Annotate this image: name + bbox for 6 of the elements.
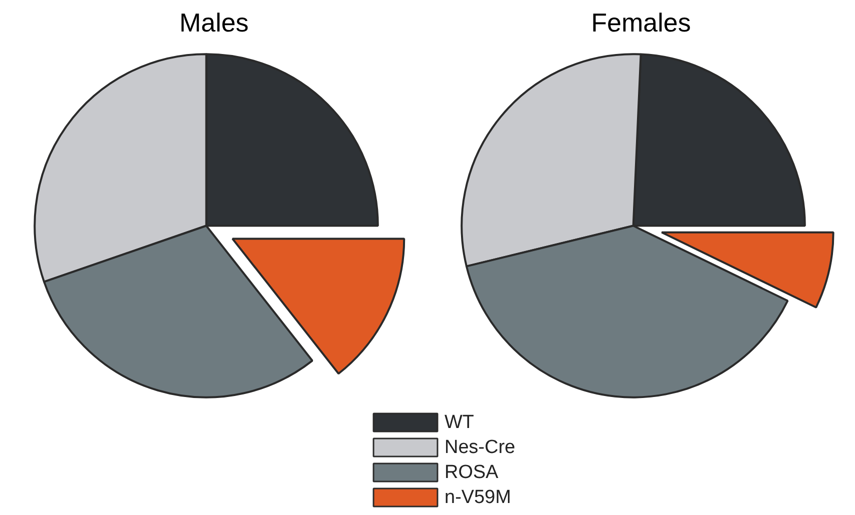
chart-title: Females xyxy=(591,8,691,38)
chart-title: Males xyxy=(179,8,249,38)
legend-label: Nes-Cre xyxy=(444,437,516,458)
legend-label: WT xyxy=(444,412,474,433)
legend-label: n-V59M xyxy=(444,487,512,508)
legend-label: ROSA xyxy=(444,462,499,483)
